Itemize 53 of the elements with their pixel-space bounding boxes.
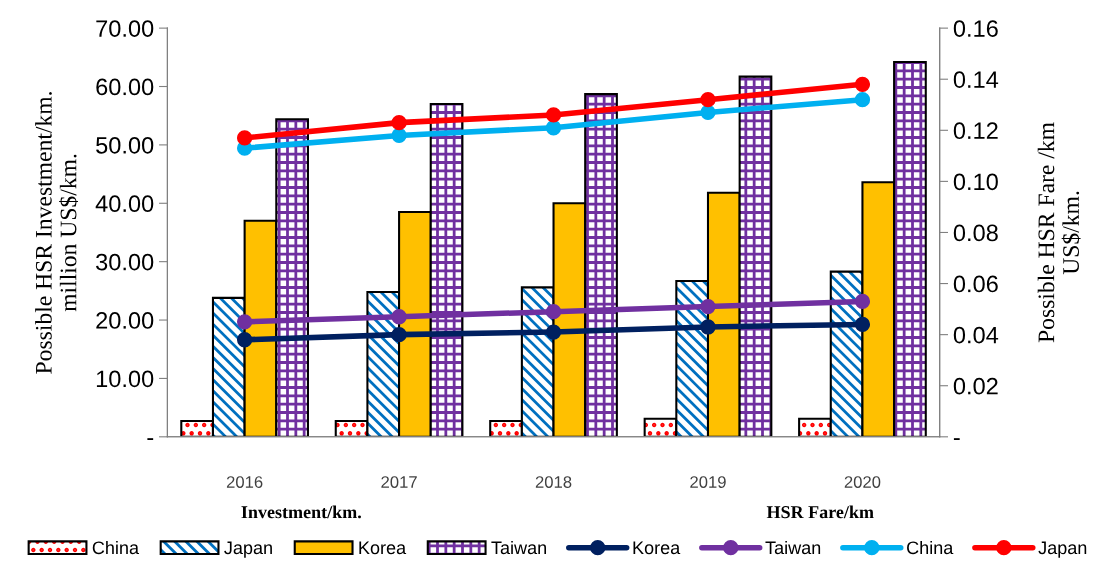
y2-tick-label: 0.14 <box>953 71 999 88</box>
point <box>545 120 562 136</box>
x-tick-label: 2019 <box>690 476 726 488</box>
point <box>854 293 871 310</box>
legend-label: Korea <box>359 541 407 555</box>
point <box>391 309 407 325</box>
point <box>391 127 407 144</box>
y2-tick-label: - <box>953 438 960 441</box>
legend-label: China <box>92 540 140 555</box>
x-tick-label: 2020 <box>844 476 881 488</box>
point <box>545 324 562 340</box>
point <box>700 319 716 335</box>
x-tick-label: 2017 <box>381 476 417 488</box>
point <box>700 298 716 315</box>
y-tick-label: 20.00 <box>96 312 154 329</box>
text: Investment/km. <box>241 505 361 519</box>
y2-tick-label: 0.04 <box>953 326 999 344</box>
point <box>545 107 562 123</box>
point <box>545 304 562 320</box>
y2-tick-label: 0.16 <box>953 20 998 37</box>
point <box>236 130 253 146</box>
y-tick-label: 50.00 <box>96 136 154 154</box>
text: HSR Fare/km <box>766 505 874 519</box>
legend-label: Japan <box>1038 541 1087 558</box>
legend-label: Korea <box>633 541 681 555</box>
y2-tick-label: 0.10 <box>953 173 998 191</box>
y-tick-label: 30.00 <box>96 253 154 271</box>
legend-label: Japan <box>224 541 272 558</box>
point <box>391 114 407 131</box>
y2-tick-label: 0.02 <box>953 377 998 395</box>
x-tick-label: 2018 <box>535 476 572 488</box>
y2-axis-title: Possible HSR Fare /km US$/km. <box>1037 122 1081 343</box>
y-tick-label: 70.00 <box>96 20 154 37</box>
point <box>236 314 253 330</box>
point <box>700 92 716 108</box>
y2-tick-label: 0.06 <box>953 275 998 293</box>
y2-tick-label: 0.12 <box>953 122 998 140</box>
legend-label: China <box>907 540 954 555</box>
legend-label: Taiwan <box>491 540 546 555</box>
point <box>236 332 253 348</box>
point <box>854 92 871 108</box>
y2-tick-label: 0.08 <box>953 224 998 242</box>
point <box>854 76 871 92</box>
point <box>854 316 871 333</box>
point <box>391 327 407 343</box>
point <box>700 104 716 121</box>
y-tick-label: 40.00 <box>95 195 154 213</box>
y-tick-label: 60.00 <box>96 78 154 96</box>
y-tick-label: - <box>147 438 154 441</box>
legend-label: Taiwan <box>765 540 821 555</box>
x-tick-label: 2016 <box>226 476 263 488</box>
y-tick-label: 10.00 <box>96 370 154 388</box>
y-axis-title: Possible HSR Investment/km. million US$/km. <box>35 92 79 374</box>
